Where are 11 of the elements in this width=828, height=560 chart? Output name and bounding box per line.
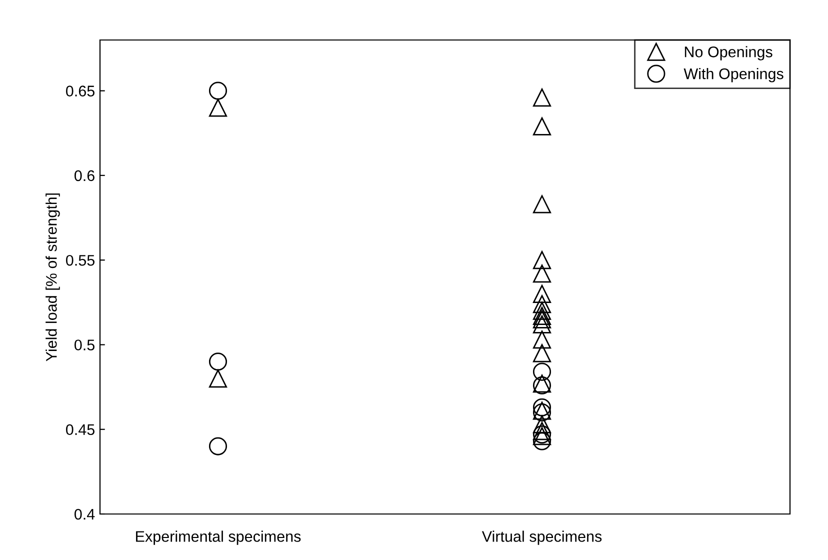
y-tick-label: 0.65 <box>66 86 94 96</box>
y-tick-label: 0.45 <box>66 424 94 436</box>
y-tick-label: 0.6 <box>74 170 94 182</box>
x-tick-label: Virtual specimens <box>482 530 602 545</box>
y-tick-label: 0.4 <box>74 508 95 520</box>
y-tick-label: 0.5 <box>74 340 94 350</box>
legend-label: No Openings <box>684 46 772 60</box>
x-tick-label: Experimental specimens <box>136 530 301 545</box>
legend-label: With Openings <box>684 68 784 82</box>
y-axis-title: Yield load [% of strength] <box>46 193 60 362</box>
y-tick-label: 0.55 <box>66 254 94 266</box>
